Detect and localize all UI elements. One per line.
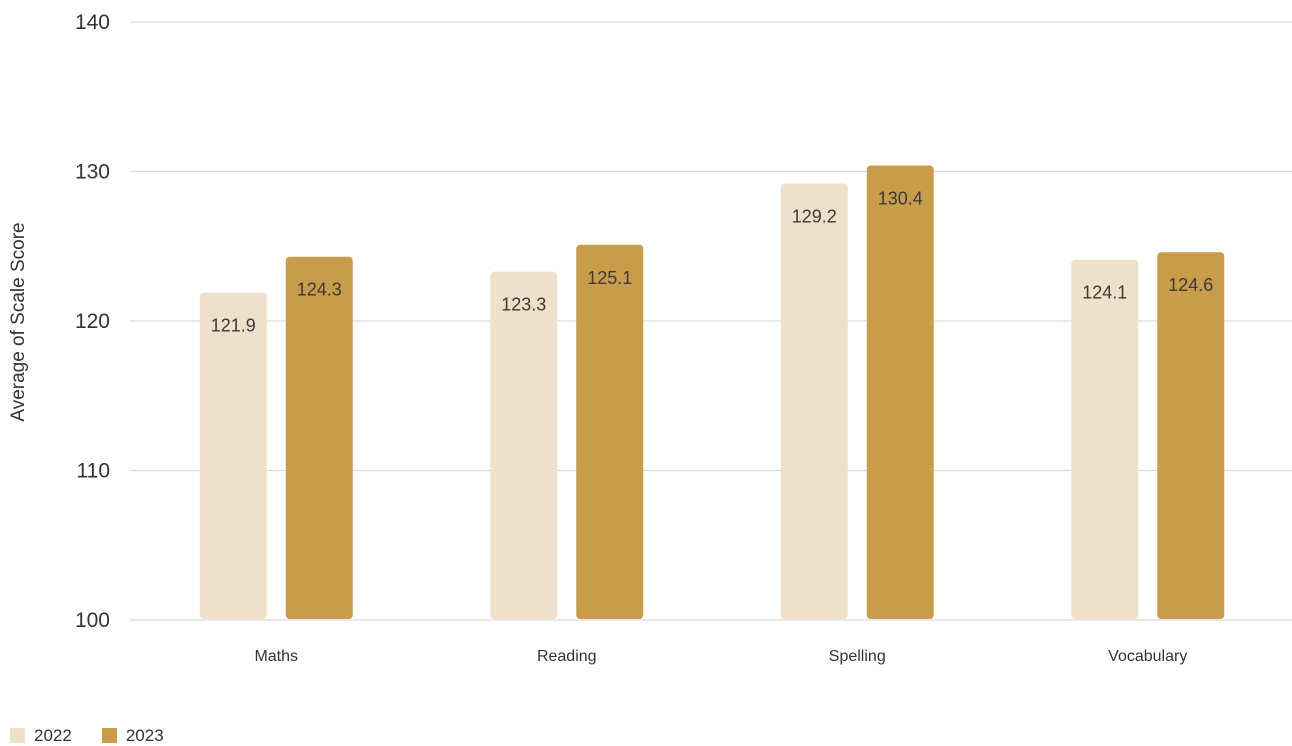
bar-maths-2023[interactable] (285, 256, 353, 619)
data-label-reading-2022: 123.3 (501, 295, 546, 315)
data-label-reading-2023: 125.1 (587, 268, 632, 288)
legend: 2022 2023 (10, 727, 194, 744)
legend-item-2022[interactable]: 2022 (10, 727, 72, 744)
x-tick-label-vocabulary: Vocabulary (1108, 648, 1187, 665)
bar-spelling-2022[interactable] (780, 183, 848, 619)
y-tick-label-130: 130 (75, 161, 110, 184)
data-label-maths-2023: 124.3 (297, 280, 342, 300)
x-tick-label-spelling: Spelling (829, 648, 886, 665)
data-label-maths-2022: 121.9 (211, 316, 256, 336)
bars: 121.9 124.3 123.3 125.1 129.2 130.4 124.1 124.6 (199, 165, 1225, 620)
bar-chart: 100 110 120 130 140 Average of Scale Score 1… (8, 11, 1292, 665)
legend-label-2022: 2022 (34, 726, 72, 745)
legend-swatch-2023 (101, 728, 117, 743)
bar-spelling-2023[interactable] (866, 165, 934, 619)
data-label-vocabulary-2022: 124.1 (1082, 283, 1127, 303)
y-tick-label-110: 110 (77, 460, 110, 483)
data-label-spelling-2022: 129.2 (792, 206, 837, 226)
legend-swatch-2022 (10, 728, 25, 743)
data-label-spelling-2023: 130.4 (878, 189, 923, 209)
bar-vocabulary-2022[interactable] (1071, 259, 1139, 619)
legend-item-2023[interactable]: 2023 (101, 726, 164, 745)
x-tick-label-maths: Maths (254, 648, 298, 665)
y-axis-label: Average of Scale Score (8, 222, 29, 421)
y-tick-label-140: 140 (75, 11, 110, 34)
bar-maths-2022[interactable] (199, 292, 267, 619)
y-tick-label-120: 120 (75, 310, 110, 333)
bar-reading-2023[interactable] (576, 244, 644, 619)
bar-vocabulary-2023[interactable] (1157, 252, 1225, 620)
legend-label-2023: 2023 (125, 726, 164, 745)
bar-reading-2022[interactable] (490, 271, 558, 619)
y-tick-label-100: 100 (75, 609, 110, 632)
data-label-vocabulary-2023: 124.6 (1168, 275, 1213, 295)
x-tick-label-reading: Reading (537, 648, 597, 665)
y-axis-ticks: 100 110 120 130 140 (75, 11, 110, 632)
category-labels: Maths Reading Spelling Vocabulary (254, 648, 1187, 665)
